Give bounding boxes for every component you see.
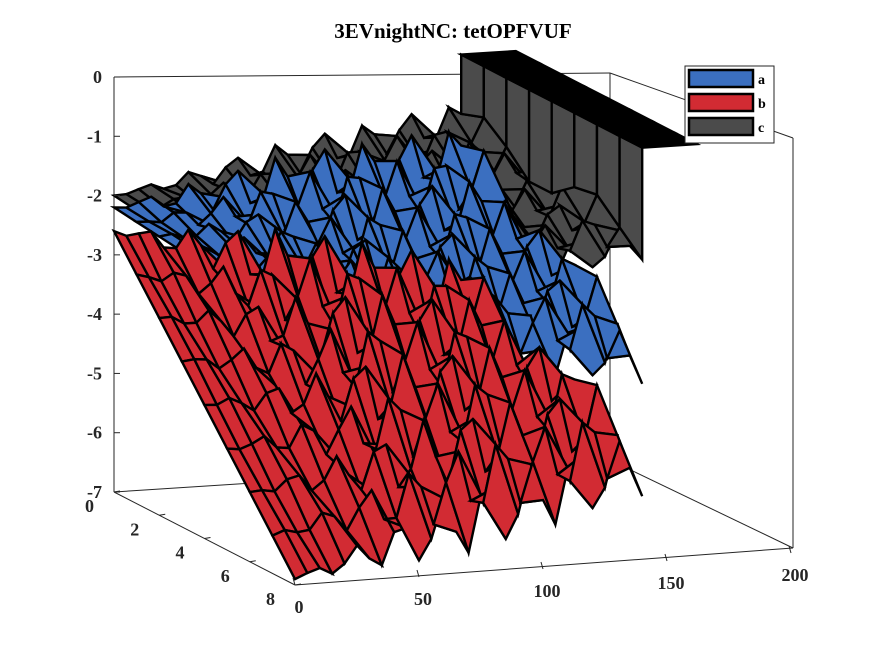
y-tick-label: 6 (221, 566, 230, 586)
surface-a-face (605, 327, 644, 385)
y-tick-label: 0 (85, 496, 94, 516)
y-tick-mark (113, 490, 121, 493)
surface-b (111, 224, 644, 581)
z-tick-label: -1 (87, 126, 102, 146)
z-tick-label: -4 (87, 304, 102, 324)
surface-c-step-wall (573, 110, 599, 197)
surface-layers (109, 49, 702, 581)
legend-swatch-b (687, 92, 755, 113)
surface-b-face (605, 437, 644, 497)
x-tick-label: 200 (782, 565, 809, 585)
x-tick-mark (540, 561, 544, 570)
y-tick-mark (294, 583, 302, 586)
y-tick-label: 4 (176, 543, 185, 563)
surface-c-plateau (615, 131, 702, 149)
y-tick-mark (249, 560, 256, 563)
z-tick-label: -5 (87, 363, 102, 383)
x-tick-mark (664, 553, 668, 562)
surface-c-step-wall (527, 87, 553, 196)
z-tick-label: -3 (87, 245, 102, 265)
legend: abc (684, 65, 775, 144)
x-tick-mark (416, 569, 420, 578)
y-tick-label: 2 (130, 519, 139, 539)
z-tick-label: -7 (87, 482, 102, 502)
legend-swatch-a (687, 68, 755, 89)
surface-c-step-wall (550, 99, 576, 195)
legend-label-b: b (758, 97, 766, 112)
x-tick-label: 0 (295, 597, 304, 617)
x-tick-mark (788, 545, 792, 554)
z-tick-label: -6 (87, 423, 102, 443)
z-tick-label: 0 (93, 67, 102, 87)
chart-title: 3EVnightNC: tetOPFVUF (334, 19, 571, 43)
x-tick-label: 100 (534, 581, 561, 601)
x-tick-label: 50 (414, 589, 432, 609)
x-tick-mark (292, 577, 296, 586)
y-tick-mark (204, 537, 211, 539)
legend-swatch-c (687, 116, 755, 137)
z-tick-label: -2 (87, 186, 102, 206)
y-tick-mark (159, 513, 166, 516)
box-right-bottom (609, 459, 794, 549)
legend-label-a: a (758, 73, 765, 88)
box-floor-front (294, 547, 794, 586)
legend-label-c: c (758, 121, 764, 136)
y-tick-label: 8 (266, 589, 275, 609)
x-tick-label: 150 (658, 573, 685, 593)
